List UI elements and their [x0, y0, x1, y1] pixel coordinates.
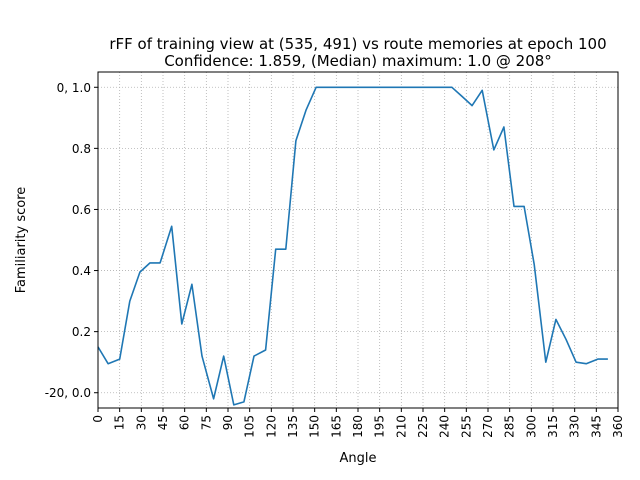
y-tick-label: 0.2 [72, 325, 91, 339]
series-line [97, 86, 608, 406]
x-tick-label: 270 [481, 415, 495, 438]
x-tick-label: 225 [416, 415, 430, 438]
x-axis-label: Angle [340, 451, 377, 466]
x-tick-label: 330 [568, 415, 582, 438]
x-tick-label: 150 [308, 415, 322, 438]
y-axis-label: Familiarity score [14, 187, 29, 294]
x-tick-label: 210 [394, 415, 408, 438]
x-tick-label: 135 [286, 415, 300, 438]
x-tick-label: 15 [113, 415, 127, 430]
x-tick-label: 120 [264, 415, 278, 438]
x-tick-label: 360 [611, 415, 625, 438]
y-tick-label: 0.6 [72, 203, 91, 217]
x-axis-ticks: 0 15 30 45 60 75 90 105 120 135 150 165 180 195 210 225… [91, 408, 625, 438]
chart-title: rFF of training view at (535, 491) vs ro… [109, 35, 606, 53]
x-tick-label: 105 [243, 415, 257, 438]
x-tick-label: 75 [199, 415, 213, 430]
x-tick-label: 45 [156, 415, 170, 430]
grid-lines [97, 72, 619, 408]
x-tick-label: 285 [503, 415, 517, 438]
x-tick-label: 0 [91, 415, 105, 423]
x-tick-label: 300 [524, 415, 538, 438]
chart-subtitle: Confidence: 1.859, (Median) maximum: 1.0… [164, 52, 552, 70]
x-tick-label: 240 [438, 415, 452, 438]
x-tick-label: 180 [351, 415, 365, 438]
x-tick-label: 255 [459, 415, 473, 438]
y-tick-label: -20, 0.0 [45, 386, 91, 400]
series-layer [97, 86, 608, 406]
x-tick-label: 315 [546, 415, 560, 438]
x-tick-label: 165 [329, 415, 343, 438]
y-tick-label: 0.4 [72, 264, 91, 278]
x-tick-label: 195 [373, 415, 387, 438]
x-tick-label: 90 [221, 415, 235, 430]
y-tick-label: 0.8 [72, 142, 91, 156]
x-tick-label: 60 [178, 415, 192, 430]
y-axis-ticks: -20, 0.0 0.2 0.4 0.6 0.8 0, 1.0 [45, 81, 98, 400]
x-tick-label: 30 [134, 415, 148, 430]
y-tick-label: 0, 1.0 [57, 81, 91, 95]
x-tick-label: 345 [589, 415, 603, 438]
